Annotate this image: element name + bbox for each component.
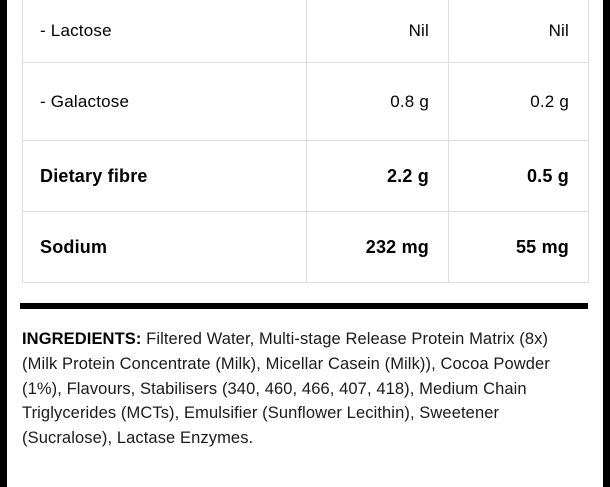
nutrient-name: - Galactose (40, 91, 130, 111)
nutrient-value-col2: 55 mg (448, 212, 588, 282)
nutrient-name: Sodium (40, 236, 108, 257)
nutrient-value-col2: 0.2 g (448, 63, 588, 140)
ingredients-text: Filtered Water, Multi-stage Release Prot… (22, 330, 550, 448)
ingredients-paragraph: INGREDIENTS: Filtered Water, Multi-stage… (22, 327, 570, 451)
nutrient-value-col2: 0.5 g (448, 141, 588, 211)
nutrient-name: Dietary fibre (40, 165, 148, 186)
table-row-lactose: - Lactose Nil Nil (23, 0, 588, 62)
nutrient-value-col1: 0.8 g (306, 63, 448, 140)
nutrient-value-col2: Nil (448, 0, 588, 62)
table-row-galactose: - Galactose 0.8 g 0.2 g (23, 62, 588, 140)
nutrient-value-col1: 2.2 g (306, 141, 448, 211)
table-row-dietary-fibre: Dietary fibre 2.2 g 0.5 g (23, 140, 588, 211)
nutrient-value-col1: Nil (306, 0, 448, 62)
nutrient-name: - Lactose (40, 21, 112, 40)
nutrient-value-col1: 232 mg (306, 212, 448, 282)
table-row-sodium: Sodium 232 mg 55 mg (23, 211, 588, 282)
section-divider (20, 303, 588, 309)
ingredients-heading: INGREDIENTS: (22, 330, 142, 348)
nutrition-table: - Lactose Nil Nil - Galactose 0.8 g 0.2 … (22, 0, 589, 283)
